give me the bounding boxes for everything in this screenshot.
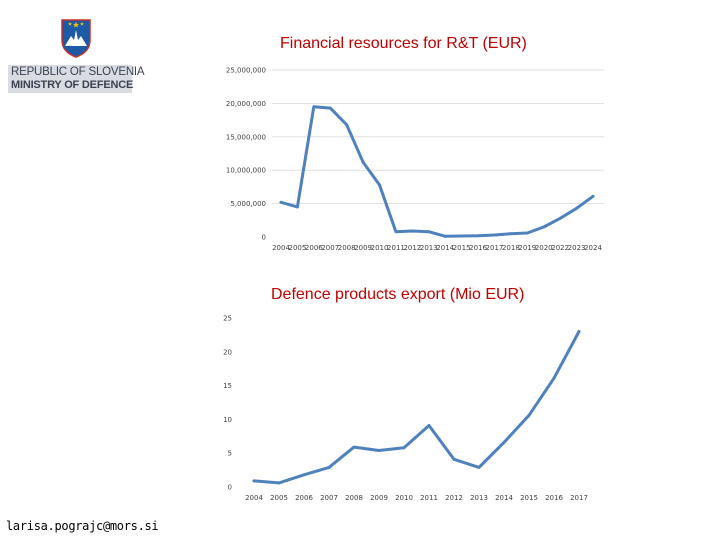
chart2-y-tick-label: 0 <box>228 484 232 492</box>
chart2-data-point <box>402 446 406 450</box>
chart1-data-point <box>476 234 480 238</box>
chart2-y-tick-label: 5 <box>228 450 232 458</box>
chart2-data-point <box>502 440 506 444</box>
chart2-y-tick-label: 15 <box>223 382 232 390</box>
contact-email[interactable]: larisa.pograjc@mors.si <box>6 519 159 533</box>
chart2-x-tick-label: 2004 <box>245 494 263 502</box>
chart2-data-point <box>577 330 581 333</box>
slovenia-coat-of-arms-icon <box>61 19 91 58</box>
chart1-data-point <box>394 230 398 234</box>
chart1-x-tick-label: 2024 <box>584 244 602 252</box>
chart1-data-point <box>328 106 332 110</box>
chart1-data-point <box>296 205 299 209</box>
chart1-x-tick-label: 2007 <box>321 244 339 252</box>
chart1-x-tick-label: 2013 <box>420 244 438 252</box>
chart2-x-tick-label: 2006 <box>295 494 313 502</box>
chart2-data-point <box>452 457 456 461</box>
chart2-series-line <box>252 330 581 485</box>
chart2-x-tick-label: 2017 <box>570 494 588 502</box>
chart2-y-tick-label: 25 <box>223 315 232 323</box>
chart1-data-point <box>460 234 464 238</box>
chart1-data-point <box>525 231 529 235</box>
chart2-x-tick-label: 2015 <box>520 494 538 502</box>
chart1-title: Financial resources for R&T (EUR) <box>280 35 527 52</box>
chart1-data-point <box>427 230 431 234</box>
ministry-name-line2: MINISTRY OF DEFENCE <box>11 79 134 91</box>
chart1-data-point <box>591 194 595 198</box>
chart2-x-tick-label: 2010 <box>395 494 413 502</box>
chart2-data-point <box>552 376 556 380</box>
chart1-y-tick-label: 10,000,000 <box>226 167 266 175</box>
chart1-x-tick-label: 2018 <box>502 244 520 252</box>
chart1-x-tick-label: 2014 <box>436 244 454 252</box>
chart2-x-tick-label: 2009 <box>370 494 388 502</box>
chart2-x-tick-label: 2011 <box>420 494 438 502</box>
chart2-data-point <box>327 465 331 469</box>
chart1-y-tick-label: 20,000,000 <box>226 100 266 108</box>
chart2-data-point <box>427 424 431 427</box>
chart1-y-tick-label: 25,000,000 <box>226 67 266 75</box>
chart1-x-tick-label: 2011 <box>387 244 405 252</box>
chart2-data-point <box>377 449 381 452</box>
chart2-data-point <box>477 465 481 469</box>
chart1-x-tick-label: 2015 <box>453 244 471 252</box>
chart2-data-point <box>302 473 306 477</box>
chart1-x-tick-label: 2022 <box>551 244 569 252</box>
chart1-x-tick-label: 2010 <box>371 244 389 252</box>
chart2-data-point <box>527 413 531 417</box>
chart1-data-point <box>509 232 513 236</box>
chart1-x-tick-label: 2004 <box>272 244 290 252</box>
chart2-x-tick-label: 2012 <box>445 494 463 502</box>
chart1-y-tick-label: 5,000,000 <box>230 200 266 208</box>
chart1-data-point <box>493 233 496 237</box>
chart1-x-tick-label: 2019 <box>518 244 536 252</box>
chart1-x-tick-label: 2012 <box>403 244 421 252</box>
chart2-x-tick-label: 2007 <box>320 494 338 502</box>
chart1-data-point <box>345 123 349 127</box>
ministry-name-line1: REPUBLIC OF SLOVENIA <box>11 66 145 78</box>
chart1-data-point <box>279 200 283 204</box>
chart2-x-tick-label: 2005 <box>270 494 288 502</box>
chart1-data-point <box>378 183 381 187</box>
chart1-data-point <box>410 229 414 233</box>
chart1-y-tick-label: 15,000,000 <box>226 133 266 141</box>
chart1-data-point <box>312 105 316 109</box>
chart1-x-tick-label: 2016 <box>469 244 487 252</box>
chart1-data-point <box>542 225 546 229</box>
chart1-data-point <box>558 216 562 220</box>
chart1-data-point <box>575 206 578 210</box>
chart2-data-point <box>277 481 281 485</box>
chart1-x-tick-label: 2009 <box>354 244 372 252</box>
chart2-x-tick-label: 2016 <box>545 494 563 502</box>
chart1-x-tick-label: 2023 <box>568 244 586 252</box>
chart2-title: Defence products export (Mio EUR) <box>271 286 525 303</box>
chart2-x-tick-label: 2008 <box>345 494 363 502</box>
chart1-x-tick-label: 2006 <box>305 244 323 252</box>
chart1-x-tick-label: 2017 <box>486 244 504 252</box>
chart1-data-point <box>361 160 365 164</box>
chart2-y-tick-label: 10 <box>223 416 232 424</box>
chart1-x-tick-label: 2005 <box>289 244 307 252</box>
chart1-series-line <box>279 105 595 238</box>
chart1-y-tick-label: 0 <box>262 234 266 242</box>
chart1-x-tick-label: 2020 <box>535 244 553 252</box>
chart1-x-tick-label: 2008 <box>338 244 356 252</box>
chart2-x-tick-label: 2013 <box>470 494 488 502</box>
chart2-data-point <box>252 479 256 483</box>
chart1-data-point <box>443 234 447 238</box>
chart2-x-tick-label: 2014 <box>495 494 513 502</box>
chart2-y-tick-label: 20 <box>223 348 232 356</box>
chart2-data-point <box>352 445 356 449</box>
